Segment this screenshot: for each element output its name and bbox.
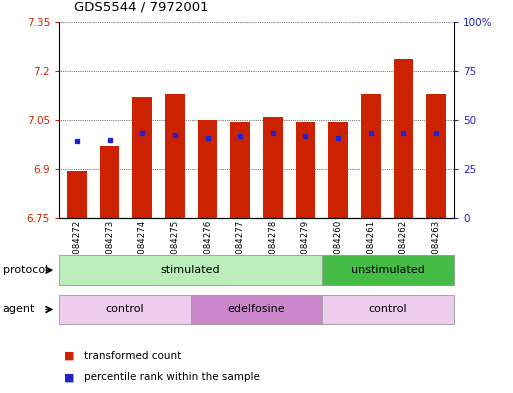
Text: stimulated: stimulated: [161, 265, 221, 275]
Text: protocol: protocol: [3, 265, 48, 275]
Text: unstimulated: unstimulated: [351, 265, 425, 275]
Bar: [263, 117, 283, 218]
Text: agent: agent: [3, 305, 35, 314]
Bar: [67, 171, 87, 218]
Text: percentile rank within the sample: percentile rank within the sample: [84, 372, 260, 382]
Bar: [295, 121, 315, 218]
Bar: [361, 94, 381, 218]
Bar: [132, 97, 152, 218]
Text: transformed count: transformed count: [84, 351, 181, 361]
Text: ■: ■: [64, 372, 74, 382]
Bar: [328, 121, 348, 218]
Bar: [393, 59, 413, 218]
Bar: [198, 120, 218, 218]
Text: control: control: [106, 305, 144, 314]
Bar: [230, 121, 250, 218]
Text: control: control: [369, 305, 407, 314]
Text: GDS5544 / 7972001: GDS5544 / 7972001: [74, 1, 209, 14]
Bar: [100, 146, 120, 218]
Text: edelfosine: edelfosine: [228, 305, 285, 314]
Bar: [426, 94, 446, 218]
Bar: [165, 94, 185, 218]
Text: ■: ■: [64, 351, 74, 361]
